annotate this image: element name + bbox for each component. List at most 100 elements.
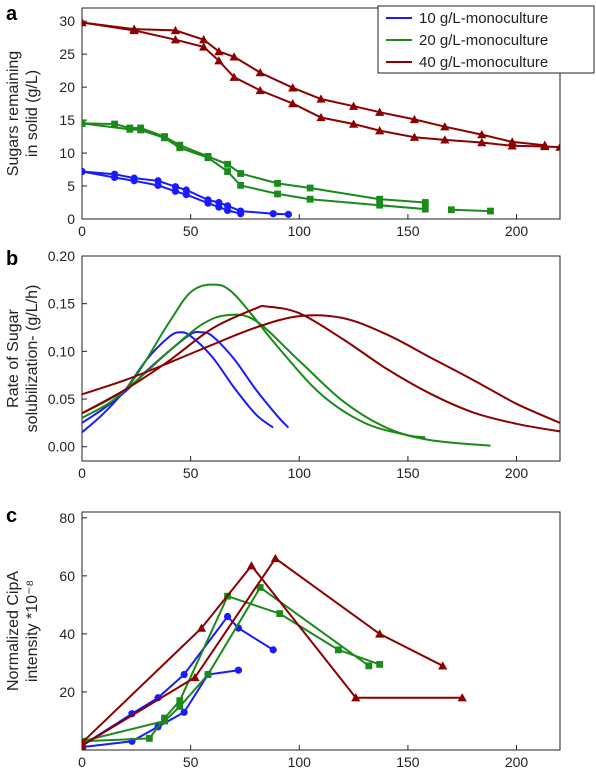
data-point-triangle (409, 114, 420, 124)
data-point-square (145, 734, 153, 742)
data-point-circle (180, 708, 188, 716)
data-point-triangle (409, 132, 420, 141)
data-point-square (306, 195, 314, 203)
data-point-square (487, 207, 494, 215)
data-point-square (276, 610, 284, 617)
data-point-circle (180, 670, 188, 679)
data-point-square (421, 199, 429, 206)
data-point-triangle (351, 693, 361, 702)
y-tick-label: 60 (59, 568, 75, 584)
series-line (82, 330, 290, 429)
data-point-triangle (438, 661, 448, 670)
x-tick-label: 100 (288, 223, 312, 239)
data-point-triangle (477, 130, 487, 139)
y-tick-label: 80 (59, 510, 75, 526)
x-tick-label: 150 (396, 465, 420, 481)
data-point-square (421, 205, 429, 213)
data-point-circle (269, 210, 277, 218)
y-tick-label: 20 (59, 79, 75, 95)
data-point-square (204, 154, 212, 162)
data-point-circle (110, 173, 119, 182)
data-point-triangle (214, 56, 224, 65)
data-point-triangle (316, 94, 326, 103)
data-point-triangle (375, 126, 385, 135)
y-axis-label: Normalized CipA intensity *10⁻⁸ (5, 571, 41, 691)
data-point-circle (284, 210, 293, 218)
data-point-circle (130, 177, 138, 185)
data-point-triangle (82, 741, 87, 750)
plot-frame (81, 511, 561, 751)
series-line (82, 283, 426, 439)
data-point-triangle (255, 68, 265, 77)
data-point-square (237, 181, 245, 189)
data-point-square (161, 717, 168, 725)
data-point-square (224, 160, 231, 168)
data-point-square (237, 170, 245, 177)
series-line (82, 314, 560, 424)
series-line (82, 564, 463, 744)
data-point-triangle (477, 137, 487, 147)
legend-label-10: 10 g/L-monoculture (419, 10, 548, 27)
data-point-triangle (199, 35, 209, 44)
y-axis-label-line: intensity *10⁻⁸ (24, 580, 41, 682)
data-point-square (274, 179, 281, 187)
y-axis-label-line: Normalized CipA (5, 571, 22, 691)
data-point-triangle (555, 142, 560, 151)
data-point-square (126, 125, 134, 133)
panel-a-chart: 0 50 100 150 200 0 5 10 15 20 25 30 Sugars remaining… (5, 7, 561, 239)
data-point-square (137, 126, 145, 134)
data-point-square (176, 144, 184, 152)
data-point-square (176, 703, 184, 710)
data-point-circle (237, 210, 245, 218)
series-line (82, 614, 274, 747)
data-point-square (256, 584, 264, 591)
y-tick-label: 20 (59, 684, 75, 700)
data-point-triangle (375, 107, 385, 116)
data-point-triangle (255, 85, 265, 95)
series-line (82, 21, 545, 147)
series-group (82, 283, 560, 447)
data-point-square (176, 697, 184, 705)
series-group (82, 17, 560, 218)
legend-label-20: 20 g/L-monoculture (419, 32, 548, 49)
data-point-triangle (190, 672, 200, 682)
data-point-circle (171, 187, 180, 195)
series-line (82, 331, 274, 434)
y-axis-label-line: Sugars remaining (5, 51, 22, 176)
y-tick-label: 0 (67, 211, 75, 227)
data-point-triangle (246, 561, 257, 570)
data-point-triangle (214, 46, 224, 56)
data-point-triangle (440, 135, 450, 144)
y-axis-label: Rate of Sugar solubilization- (g/L/h) (5, 285, 41, 433)
data-point-circle (269, 646, 277, 654)
data-point-triangle (288, 99, 298, 108)
y-axis-label: Sugars remaining in solid (g/L) (5, 51, 41, 176)
x-tick-label: 50 (183, 754, 199, 769)
data-point-circle (204, 199, 212, 207)
y-axis-label-line: solubilization- (g/L/h) (24, 285, 41, 433)
data-point-triangle (440, 122, 450, 131)
x-tick-label: 200 (505, 754, 529, 769)
data-point-triangle (375, 629, 385, 638)
data-point-triangle (229, 72, 239, 81)
y-tick-label: 0.15 (48, 296, 75, 312)
y-tick-label: 25 (59, 46, 75, 62)
data-point-circle (182, 191, 190, 199)
x-tick-label: 150 (396, 223, 420, 239)
x-tick-label: 0 (78, 754, 86, 769)
y-axis-label-line: Rate of Sugar (5, 308, 22, 407)
x-tick-label: 50 (183, 223, 199, 239)
x-tick-label: 150 (396, 754, 420, 769)
series-line (82, 669, 239, 749)
panel-b-letter: b (6, 248, 18, 270)
data-point-square (376, 195, 384, 203)
legend-box (377, 5, 595, 74)
data-point-triangle (199, 42, 209, 51)
x-tick-label: 100 (288, 754, 312, 769)
data-point-circle (154, 181, 162, 189)
x-tick-label: 50 (183, 465, 199, 481)
data-point-circle (223, 206, 232, 215)
legend: 10 g/L-monoculture 20 g/L-monoculture 40… (377, 5, 595, 74)
data-point-circle (223, 612, 232, 621)
